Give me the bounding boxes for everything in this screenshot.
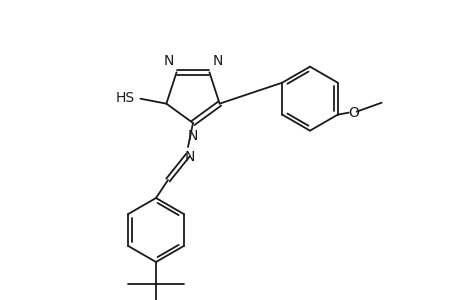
Text: N: N — [185, 150, 195, 164]
Text: N: N — [212, 54, 222, 68]
Text: O: O — [347, 106, 358, 120]
Text: N: N — [163, 54, 173, 68]
Text: N: N — [187, 129, 198, 143]
Text: HS: HS — [115, 91, 134, 105]
